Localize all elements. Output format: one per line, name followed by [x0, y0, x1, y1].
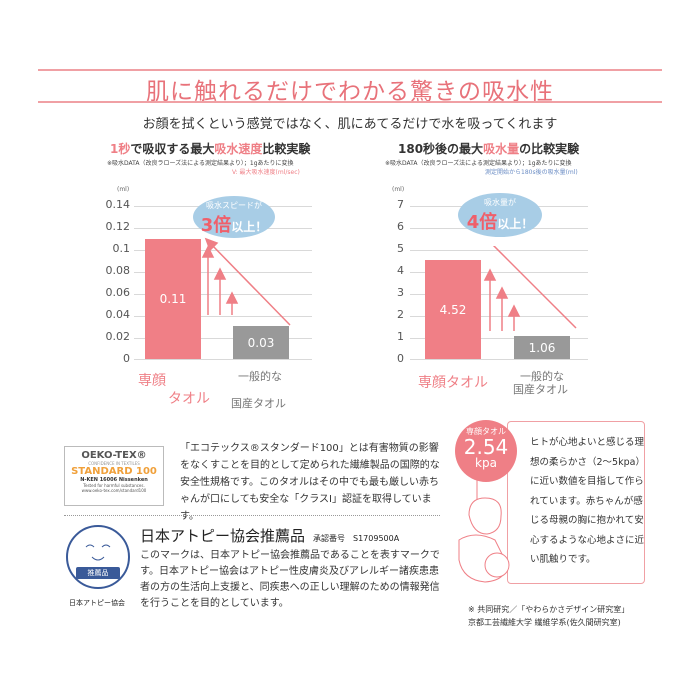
chart1-category-general-1: 一般的な [238, 370, 282, 383]
oeko-tex-description: 「エコテックス®スタンダード100」とは有害物質の影響をなくすことを目的として定… [180, 443, 440, 522]
page-subtitle: お顔を拭くという感覚ではなく、肌にあてるだけで水を吸ってくれます [142, 117, 558, 132]
chart2-callout: 吸水量が 4倍以上！ [458, 193, 542, 237]
softness-box [507, 421, 645, 584]
atopy-title: 日本アトピー協会推薦品 承認番号 S1709500A [140, 527, 400, 545]
oeko-tex-logo: OEKO-TEX® CONFIDENCE IN TEXTILES STANDAR… [64, 446, 164, 506]
gridline [134, 316, 312, 317]
chart2-title: 180秒後の最大吸水量の比較実験 [398, 142, 580, 156]
chart2-note: ※吸水DATA（改良ラローズ法による測定結果より）；1gあたりに変換 [385, 160, 572, 167]
chart1-note: ※吸水DATA（改良ラローズ法による測定結果より）；1gあたりに変換 [107, 160, 294, 167]
chart1-note2: V: 最大吸水速度(ml/sec) [232, 169, 300, 176]
atopy-description: このマークは、日本アトピー協会推薦品であることを表すマークです。日本アトピー協会… [140, 550, 440, 609]
chart1-callout: 吸水スピードが 3倍以上！ [193, 196, 275, 238]
gridline [134, 250, 312, 251]
softness-credit-1: ※ 共同研究／「やわらかさデザイン研究室」 [468, 605, 630, 614]
chart1-category-general-2: 国産タオル [231, 397, 286, 410]
gridline [134, 359, 312, 360]
gridline [410, 316, 588, 317]
softness-credit-2: 京都工芸繊維大学 繊維学系(佐久間研究室) [468, 618, 621, 627]
title-rule-bottom [38, 101, 662, 103]
chart1-unit: (ml) [117, 186, 130, 193]
chart1-category-sengan-2: タオル [168, 391, 210, 407]
softness-badge: 専顔タオル 2.54 kpa [455, 420, 517, 482]
chart2-unit: (ml) [392, 186, 405, 193]
face-icon [85, 544, 111, 561]
chart2-category-general-1: 一般的な [520, 370, 564, 383]
gridline [410, 272, 588, 273]
chart2-bar-general: 1.06 [514, 336, 570, 359]
chart2-note2: 測定開始から180s後の吸水量(ml) [485, 169, 578, 176]
title-rule-top [38, 69, 662, 71]
gridline [134, 272, 312, 273]
gridline [134, 338, 312, 339]
chart1-category-sengan-1: 専顔 [138, 373, 166, 389]
mother-baby-illustration-icon [458, 480, 510, 583]
gridline [410, 338, 588, 339]
chart1-bar-general: 0.03 [233, 326, 289, 359]
gridline [410, 359, 588, 360]
chart2-category-general-2: 国産タオル [513, 383, 568, 396]
chart2-bar-sengan: 4.52 [425, 260, 481, 359]
atopy-association-logo: 推薦品 [66, 525, 130, 589]
chart1-arrows-icon [201, 237, 291, 326]
section-divider [64, 515, 440, 516]
chart1-title: 1秒で吸収する最大吸水速度比較実験 [110, 142, 311, 156]
page-title: 肌に触れるだけでわかる驚きの吸水性 [146, 79, 554, 105]
chart1-bar-sengan: 0.11 [145, 239, 201, 359]
softness-description: ヒトが心地よいと感じる理想の柔らかさ（2～5kpa）に近い数値を目指して作られて… [530, 437, 645, 565]
chart2-category-sengan: 専顔タオル [418, 375, 488, 391]
atopy-logo-caption: 日本アトピー協会 [69, 599, 125, 607]
gridline [134, 294, 312, 295]
chart2-arrows-icon [483, 246, 577, 331]
